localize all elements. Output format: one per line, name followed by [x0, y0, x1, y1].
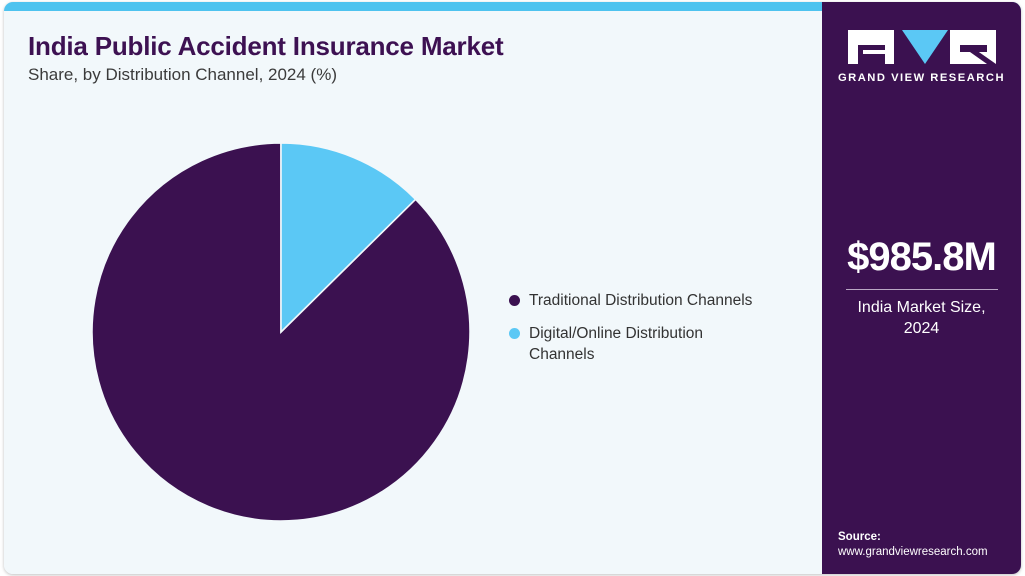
pie-chart-svg [92, 143, 470, 521]
stat-divider [845, 289, 998, 290]
source-label: Source: [838, 531, 881, 543]
legend-item-digital-online[interactable]: Digital/Online Distribution Channels [509, 323, 809, 365]
legend-item-label: Traditional Distribution Channels [529, 292, 753, 309]
legend-item-label: Digital/Online Distribution Channels [529, 325, 704, 363]
brand-logo-text: GRAND VIEW RESEARCH [837, 72, 1006, 84]
pie-slices [92, 143, 470, 521]
chart-legend: Traditional Distribution Channels Digita… [509, 290, 809, 377]
legend-color-swatch-icon [509, 295, 520, 306]
side-panel: GRAND VIEW RESEARCH $985.8M India Market… [822, 2, 1021, 574]
chart-main-area: India Public Accident Insurance Market S… [4, 11, 822, 574]
market-size-caption: India Market Size, 2024 [857, 299, 986, 337]
legend-color-swatch-icon [509, 328, 520, 339]
legend-item-traditional[interactable]: Traditional Distribution Channels [509, 290, 809, 311]
market-size-value: $985.8M [847, 235, 997, 279]
source-url[interactable]: www.grandviewresearch.com [838, 546, 988, 558]
infographic-card: India Public Accident Insurance Market S… [4, 2, 1021, 574]
page-title: India Public Accident Insurance Market [28, 31, 504, 61]
market-size-stat: $985.8M India Market Size, 2024 [822, 234, 1021, 339]
top-accent-bar [4, 2, 1021, 11]
pie-slice-digital-online[interactable] [280, 143, 417, 334]
brand-logo: GRAND VIEW RESEARCH [822, 28, 1021, 84]
page-subtitle: Share, by Distribution Channel, 2024 (%) [28, 65, 337, 84]
pie-chart [92, 143, 470, 521]
gvr-logo-icon [847, 30, 996, 64]
source-block: Source: www.grandviewresearch.com [838, 530, 1018, 560]
